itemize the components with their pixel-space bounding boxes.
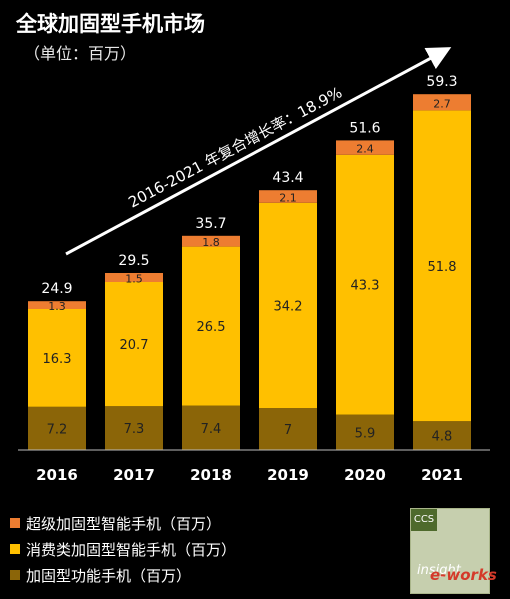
chart-title: 全球加固型手机市场 xyxy=(16,12,205,36)
bar-value-label: 7 xyxy=(284,423,292,438)
bar-segment xyxy=(259,202,317,408)
bar-value-label: 1.3 xyxy=(48,300,66,313)
cagr-arrow xyxy=(65,47,452,256)
bar-value-label: 7.2 xyxy=(47,422,68,437)
bar-segment xyxy=(413,110,471,422)
bar-value-label: 16.3 xyxy=(43,352,72,367)
x-tick-label: 2020 xyxy=(344,466,386,484)
bar-segment xyxy=(28,309,86,407)
bar-value-label: 2.4 xyxy=(356,143,374,156)
logo-word: insight xyxy=(417,563,461,578)
bar-value-label: 34.2 xyxy=(274,299,303,314)
legend-label: 超级加固型智能手机（百万） xyxy=(26,514,222,533)
bar-total-label: 29.5 xyxy=(118,253,149,269)
bar-value-label: 43.3 xyxy=(351,279,380,294)
legend-item-super-rugged: 超级加固型智能手机（百万） xyxy=(10,512,236,534)
bar-segment xyxy=(182,235,240,247)
chart-subtitle: （单位：百万） xyxy=(24,44,137,63)
bar-segment xyxy=(336,414,394,450)
bar-value-label: 2.7 xyxy=(433,97,451,110)
bar-segment xyxy=(28,406,86,450)
watermark: e-works xyxy=(430,566,497,584)
bar-segment xyxy=(105,273,163,282)
bar-value-label: 1.8 xyxy=(202,236,220,249)
x-tick-label: 2021 xyxy=(421,466,463,484)
x-tick-label: 2016 xyxy=(36,466,78,484)
ccs-insight-logo: CCS insight xyxy=(410,508,490,594)
bar-segment xyxy=(105,406,163,450)
bar-segment xyxy=(28,301,86,309)
bar-segment xyxy=(336,140,394,155)
x-tick-label: 2019 xyxy=(267,466,309,484)
bar-value-label: 4.8 xyxy=(432,430,453,445)
bar-segment xyxy=(259,408,317,450)
bar-segment xyxy=(336,154,394,415)
bar-value-label: 7.3 xyxy=(124,422,145,437)
bar-segment xyxy=(413,421,471,450)
bar-value-label: 51.8 xyxy=(428,260,457,275)
legend-swatch xyxy=(10,518,20,528)
logo-tag: CCS xyxy=(411,509,437,531)
bar-value-label: 5.9 xyxy=(355,426,376,441)
x-tick-label: 2018 xyxy=(190,466,232,484)
legend-item-feature-phone: 加固型功能手机（百万） xyxy=(10,564,236,586)
bar-total-label: 43.4 xyxy=(272,170,303,186)
bar-total-label: 35.7 xyxy=(195,216,226,232)
bar-segment xyxy=(182,405,240,450)
bar-value-label: 26.5 xyxy=(197,320,226,335)
legend-label: 加固型功能手机（百万） xyxy=(26,566,192,585)
bar-total-label: 24.9 xyxy=(41,281,72,297)
legend-item-consumer-rugged: 消费类加固型智能手机（百万） xyxy=(10,538,236,560)
bar-value-label: 20.7 xyxy=(120,338,149,353)
legend-label: 消费类加固型智能手机（百万） xyxy=(26,540,237,559)
bar-segment xyxy=(259,190,317,203)
bar-segment xyxy=(182,246,240,406)
legend-swatch xyxy=(10,570,20,580)
chart-legend: 超级加固型智能手机（百万） 消费类加固型智能手机（百万） 加固型功能手机（百万） xyxy=(10,512,236,590)
bar-value-label: 1.5 xyxy=(125,273,143,286)
legend-swatch xyxy=(10,544,20,554)
bar-value-label: 7.4 xyxy=(201,422,222,437)
bar-segment xyxy=(105,282,163,407)
bar-total-label: 59.3 xyxy=(426,74,457,90)
bar-segment xyxy=(413,94,471,111)
bar-value-label: 2.1 xyxy=(279,192,297,205)
x-tick-label: 2017 xyxy=(113,466,155,484)
bar-total-label: 51.6 xyxy=(349,120,380,136)
